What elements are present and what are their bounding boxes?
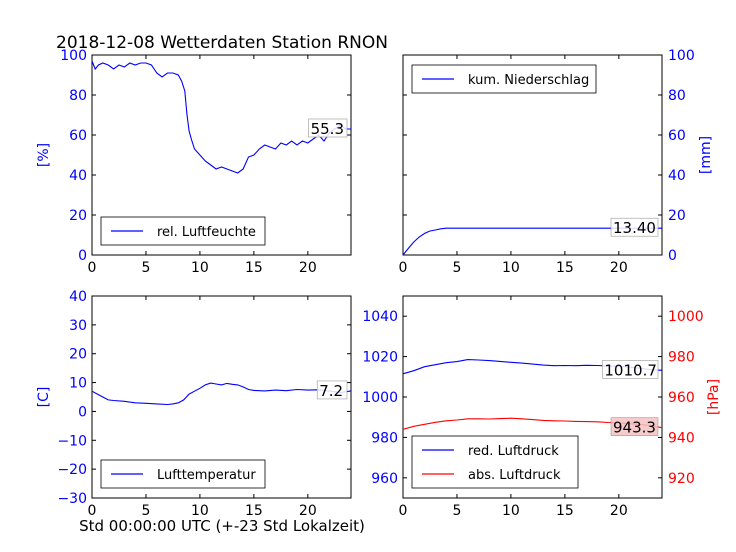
- y-tick-label: 1020: [362, 350, 398, 366]
- y-tick-label: 20: [69, 208, 87, 224]
- x-tick-label: 5: [452, 503, 461, 519]
- y-tick-label: 960: [371, 471, 398, 487]
- x-tick-label: 20: [299, 503, 317, 519]
- end-value-label: 1010.7: [604, 361, 657, 379]
- temperature-panel: 0 5 10 15 20 −30 −20 −10 0 10 20 30 40 [C] 7.2 Lufttemp…: [36, 289, 352, 519]
- end-value-label: 55.3: [311, 120, 344, 138]
- figure-title: 2018-12-08 Wetterdaten Station RNON: [56, 33, 388, 53]
- x-tick-label: 15: [245, 260, 263, 276]
- end-value-box: [316, 380, 348, 400]
- y-axis-label: [C]: [36, 387, 52, 408]
- y-tick-label: 80: [668, 88, 686, 104]
- figure-xlabel: Std 00:00:00 UTC (+-23 Std Lokalzeit): [79, 517, 365, 535]
- x-tick-label: 20: [610, 503, 628, 519]
- y-tick-label: 40: [668, 168, 686, 184]
- x-tick-label: 20: [610, 260, 628, 276]
- x-tick-label: 20: [299, 260, 317, 276]
- series-line-0: [91, 382, 352, 406]
- y-tick-label: 0: [78, 404, 87, 420]
- y-tick-label: 20: [668, 208, 686, 224]
- end-value-box: [602, 360, 659, 379]
- x-tick-label: 0: [88, 260, 97, 276]
- y-tick-label: 20: [69, 347, 87, 363]
- end-value-box: [308, 118, 348, 138]
- y-tick-label: 1040: [362, 309, 398, 325]
- humidity-panel: 0 5 10 15 20 0 20 40 60 80 100 [%] 55.3 rel. Luftfeuc…: [36, 48, 352, 276]
- end-value-label: 7.2: [319, 382, 343, 400]
- series-line-0: [91, 60, 351, 174]
- y-axis-label: [%]: [36, 143, 52, 167]
- y-right-tick-label: 920: [668, 471, 695, 487]
- y-tick-label: 100: [60, 48, 87, 64]
- y-right-tick-label: 960: [668, 390, 695, 406]
- y-axis-label: [mm]: [698, 136, 714, 174]
- x-tick-label: 15: [556, 260, 574, 276]
- y-tick-label: 80: [69, 88, 87, 104]
- legend-label: Lufttemperatur: [157, 468, 256, 483]
- x-tick-label: 15: [556, 503, 574, 519]
- y-tick-label: 40: [69, 168, 87, 184]
- x-tick-label: 0: [88, 503, 97, 519]
- x-tick-label: 5: [141, 260, 150, 276]
- y-right-tick-label: 1000: [668, 309, 704, 325]
- y-tick-label: 980: [371, 430, 398, 446]
- y-tick-label: 10: [69, 376, 87, 392]
- x-tick-label: 10: [191, 503, 209, 519]
- legend-label: kum. Niederschlag: [468, 73, 589, 88]
- end-value-label: 13.40: [613, 219, 656, 237]
- y-tick-label: 100: [668, 48, 695, 64]
- y-tick-label: −20: [57, 462, 87, 478]
- pressure-panel: 0 5 10 15 20 960 980 1000 1020 1040 920 940 960 980 10…: [362, 295, 722, 519]
- x-tick-label: 10: [502, 260, 520, 276]
- y-tick-label: 1000: [362, 390, 398, 406]
- y-tick-label: 0: [78, 248, 87, 264]
- end-value-box: [610, 417, 659, 437]
- end-value-box: [610, 217, 659, 237]
- legend-box: [411, 435, 579, 489]
- x-tick-label: 0: [399, 503, 408, 519]
- y-tick-label: 40: [69, 289, 87, 305]
- legend-label: red. Luftdruck: [468, 444, 559, 459]
- y-tick-label: 60: [668, 128, 686, 144]
- x-tick-label: 10: [502, 503, 520, 519]
- y-tick-label: 0: [668, 248, 677, 264]
- y-tick-label: 60: [69, 128, 87, 144]
- y-tick-label: 30: [69, 318, 87, 334]
- y-right-tick-label: 980: [668, 350, 695, 366]
- legend-label: rel. Luftfeuchte: [157, 225, 256, 240]
- x-tick-label: 15: [245, 503, 263, 519]
- end-value-label: 943.3: [613, 419, 656, 437]
- x-tick-label: 0: [399, 260, 408, 276]
- series-line-0: [402, 227, 662, 256]
- y-right-tick-label: 940: [668, 430, 695, 446]
- y-right-axis-label: [hPa]: [706, 379, 722, 415]
- y-tick-label: −10: [57, 433, 87, 449]
- x-tick-label: 10: [191, 260, 209, 276]
- x-tick-label: 5: [452, 260, 461, 276]
- legend-label: abs. Luftdruck: [468, 468, 561, 483]
- x-tick-label: 5: [141, 503, 150, 519]
- precipitation-panel: 0 5 10 15 20 0 20 40 60 80 100 [mm] 13.40 kum. Nieder…: [399, 48, 714, 276]
- y-tick-label: −30: [57, 491, 87, 507]
